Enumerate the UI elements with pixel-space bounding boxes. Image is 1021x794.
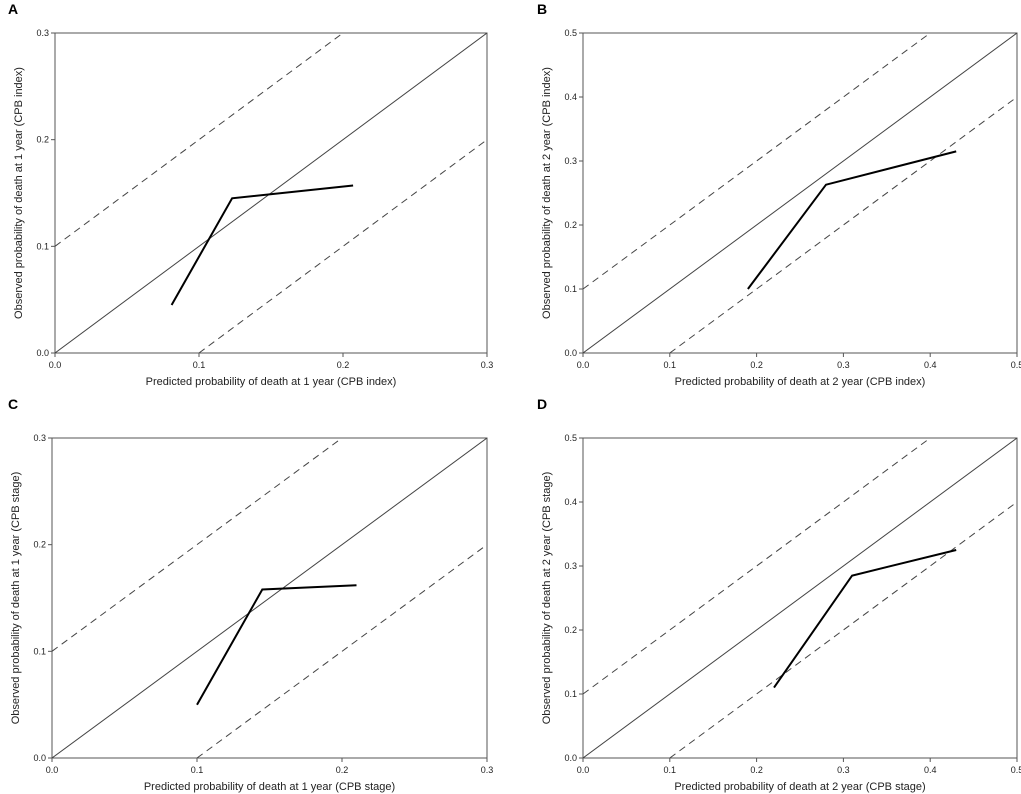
plot-frame [51,437,488,759]
upper-bound-line [52,438,343,652]
panel-letter: D [537,396,547,412]
panel-letter: A [8,1,18,17]
upper-bound-line [583,33,931,290]
lower-bound-line [669,501,1017,758]
y-tick-label: 0.2 [564,625,577,635]
y-tick-label: 0.3 [564,156,577,166]
y-tick-label: 0.0 [564,753,577,763]
y-tick-label: 0.2 [36,135,49,145]
calibration-line [170,184,354,306]
x-tick-label: 0.4 [924,765,937,775]
x-tick-label: 0.3 [837,360,850,370]
y-tick-label: 0.1 [564,284,577,294]
x-axis-label: Predicted probability of death at 2 year… [674,781,925,793]
plot-frame [582,32,1018,354]
x-tick-label: 0.3 [481,765,494,775]
y-tick-label: 0.3 [33,433,46,443]
y-tick-label: 0.2 [564,220,577,230]
x-tick-label: 0.4 [924,360,937,370]
y-tick-label: 0.1 [33,646,46,656]
lower-bound-line [669,96,1017,353]
y-axis-label: Observed probability of death at 2 year … [541,67,553,319]
x-tick-label: 0.2 [750,360,763,370]
panel-letter: B [537,1,547,17]
x-tick-label: 0.1 [193,360,206,370]
x-tick-label: 0.3 [481,360,494,370]
y-tick-label: 0.4 [564,497,577,507]
x-tick-label: 0.0 [46,765,59,775]
y-tick-label: 0.2 [33,540,46,550]
x-tick-label: 0.5 [1011,360,1021,370]
y-tick-label: 0.0 [36,348,49,358]
y-tick-label: 0.5 [564,28,577,38]
plot-frame [54,32,488,354]
x-axis-label: Predicted probability of death at 1 year… [144,781,395,793]
y-axis-label: Observed probability of death at 1 year … [10,472,22,725]
identity-line [52,438,487,758]
identity-line [583,438,1017,758]
x-tick-label: 0.0 [577,360,590,370]
panel-d: D 0.0 0.1 0.2 0.3 0.4 0.5 0.0 0.1 0.2 0.3 0.4 0.5 Pre… [537,396,1021,793]
panel-b: B 0.0 0.1 0.2 0.3 0.4 0.5 0.0 0.1 0.2 0.3 0.4 0.5 Pre… [537,1,1021,388]
y-tick-label: 0.3 [36,28,49,38]
x-tick-label: 0.2 [336,765,349,775]
x-tick-label: 0.2 [750,765,763,775]
x-tick-label: 0.2 [337,360,350,370]
y-tick-label: 0.0 [564,348,577,358]
identity-line [583,33,1017,353]
x-tick-label: 0.3 [837,765,850,775]
identity-line [55,33,487,353]
plot-frame [582,437,1018,759]
y-tick-label: 0.1 [564,689,577,699]
calibration-line [773,549,957,689]
panel-letter: C [8,396,18,412]
panel-c: C 0.0 0.1 0.2 0.3 0.0 0.1 0.2 0.3 Predicted proba… [8,396,493,793]
x-tick-label: 0.1 [664,360,677,370]
x-tick-label: 0.1 [664,765,677,775]
x-tick-label: 0.0 [577,765,590,775]
y-axis-label: Observed probability of death at 2 year … [541,472,553,725]
lower-bound-line [198,139,487,353]
y-tick-label: 0.4 [564,92,577,102]
x-axis-label: Predicted probability of death at 1 year… [146,376,397,388]
y-tick-label: 0.3 [564,561,577,571]
upper-bound-line [583,438,931,695]
x-tick-label: 0.0 [49,360,62,370]
x-tick-label: 0.1 [191,765,204,775]
y-tick-label: 0.5 [564,433,577,443]
y-tick-label: 0.0 [33,753,46,763]
y-tick-label: 0.1 [36,241,49,251]
x-axis-label: Predicted probability of death at 2 year… [675,376,926,388]
upper-bound-line [55,33,344,247]
x-tick-label: 0.5 [1011,765,1021,775]
calibration-line [196,584,357,706]
y-axis-label: Observed probability of death at 1 year … [13,67,25,319]
panel-a: A 0.0 0.1 0.2 0.3 0.0 0.1 0.2 0.3 Predicted proba… [8,1,493,388]
lower-bound-line [196,544,487,758]
calibration-line [747,150,957,290]
